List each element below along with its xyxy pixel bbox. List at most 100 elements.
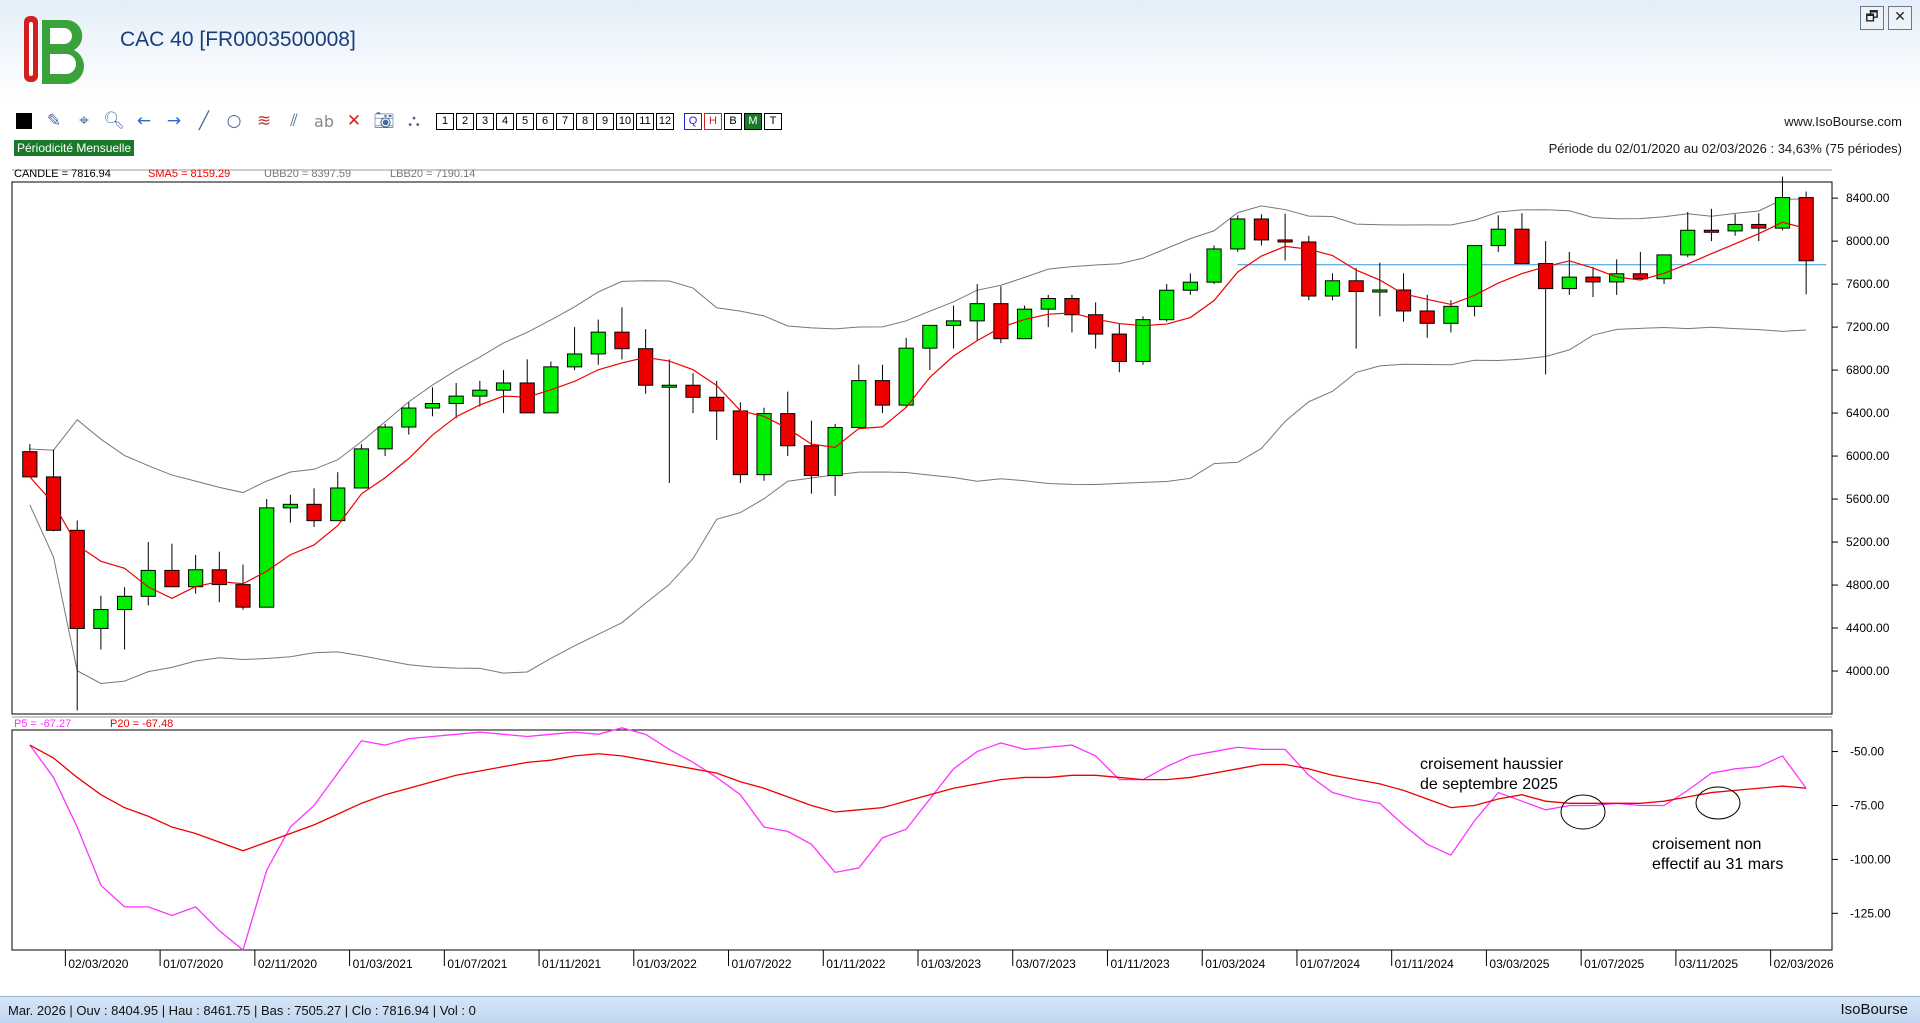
color-square-icon[interactable] (12, 109, 36, 133)
number-button-7[interactable]: 7 (556, 112, 574, 130)
number-buttons: 1 2 3 4 5 6 7 8 9 10 11 12 (436, 109, 676, 133)
upper-bollinger-band (29, 198, 1807, 494)
toolbar: ✎ ⌖ 🔍︎ ← → ╱ ○ ≋ ⫽ ab ✕ 📷︎ ⛬ (12, 109, 432, 133)
candle-body (519, 382, 535, 414)
candle-body (259, 507, 275, 608)
candle-body (1159, 289, 1175, 321)
candle-body (1348, 280, 1364, 293)
status-ohlc: Mar. 2026 | Ouv : 8404.95 | Hau : 8461.7… (8, 1003, 476, 1018)
candle-body (306, 503, 322, 522)
candle-body (330, 487, 346, 522)
number-button-2[interactable]: 2 (456, 112, 474, 130)
candle-body (1656, 254, 1672, 280)
isobourse-logo (24, 16, 84, 84)
x-tick-label: 01/07/2024 (1300, 957, 1360, 971)
candle-body (709, 396, 725, 412)
circle-tool-icon[interactable]: ○ (226, 111, 242, 131)
candle-body (614, 331, 630, 350)
number-button-10[interactable]: 10 (616, 112, 634, 130)
annotation-haussier-line2: de septembre 2025 (1420, 776, 1558, 793)
x-tick-label: 01/11/2023 (1110, 957, 1169, 971)
candle-body (851, 380, 867, 428)
y-tick-label: 7200.00 (1846, 320, 1890, 334)
number-button-5[interactable]: 5 (516, 112, 534, 130)
number-button-11[interactable]: 11 (636, 112, 654, 130)
arrow-left-icon[interactable]: ← (136, 111, 152, 131)
candle-body (969, 303, 985, 322)
candle-body (1443, 305, 1459, 324)
hierarchy-icon[interactable]: ⛬ (408, 111, 420, 131)
y-tick-label: 6000.00 (1846, 449, 1890, 463)
candle-body (93, 609, 109, 629)
candle-body (590, 331, 606, 355)
arrow-right-icon[interactable]: → (166, 111, 182, 131)
number-button-8[interactable]: 8 (576, 112, 594, 130)
candle-body (1751, 223, 1767, 229)
line-tool-icon[interactable]: ╱ (198, 111, 210, 131)
candle-body (1016, 308, 1033, 340)
candle-body (1040, 298, 1056, 310)
sma5-line (29, 221, 1807, 599)
x-tick-label: 01/03/2024 (1205, 957, 1265, 971)
lower-bollinger-band (29, 326, 1807, 684)
number-button-6[interactable]: 6 (536, 112, 554, 130)
camera-icon[interactable]: 📷︎ (373, 111, 395, 131)
candle-body (1277, 239, 1293, 243)
close-button[interactable]: ✕ (1888, 6, 1912, 30)
text-tool-icon[interactable]: ab (314, 111, 334, 131)
candle-body (780, 413, 796, 447)
candle-body (1182, 281, 1198, 291)
zoom-icon[interactable]: 🔍︎ (103, 111, 125, 131)
number-button-4[interactable]: 4 (496, 112, 514, 130)
candle-body (282, 503, 298, 509)
candle-body (803, 445, 820, 477)
candle-body (1466, 245, 1483, 307)
channel-tool-icon[interactable]: ≋ (256, 111, 272, 131)
crosshair-icon[interactable]: ⌖ (79, 111, 89, 131)
legend-candle: CANDLE = 7816.94 (14, 168, 111, 180)
fibonacci-icon[interactable]: ⫽ (290, 111, 298, 131)
number-button-9[interactable]: 9 (596, 112, 614, 130)
periodicite-badge: Périodicité Mensuelle (14, 140, 135, 156)
number-button-3[interactable]: 3 (476, 112, 494, 130)
price-panel-frame (11, 181, 1833, 715)
candle-body (140, 569, 156, 597)
period-button-T[interactable]: T (764, 112, 782, 130)
restore-button[interactable]: 🗗 (1860, 6, 1884, 30)
x-tick-label: 01/03/2021 (353, 957, 413, 971)
period-button-B[interactable]: B (724, 112, 742, 130)
number-button-12[interactable]: 12 (656, 112, 674, 130)
y-tick-label: 8000.00 (1846, 234, 1890, 248)
period-button-H[interactable]: H (704, 112, 722, 130)
y-tick-label: 4800.00 (1846, 578, 1890, 592)
site-link[interactable]: www.IsoBourse.com (1784, 114, 1902, 129)
candle-body (1135, 319, 1151, 362)
legend-sma5: SMA5 = 8159.29 (148, 168, 230, 180)
x-tick-label: 01/03/2022 (637, 957, 697, 971)
candle-body (1703, 229, 1720, 233)
candle-body (685, 384, 701, 398)
number-button-1[interactable]: 1 (436, 112, 454, 130)
period-button-M[interactable]: M (744, 112, 762, 130)
candle-body (1206, 248, 1222, 283)
candle-body (1774, 197, 1791, 229)
candle-body (164, 569, 180, 588)
osc-y-tick-label: -75.00 (1850, 798, 1884, 812)
candle-body (1064, 298, 1080, 316)
candle-body (1419, 310, 1435, 324)
window-title: CAC 40 [FR0003500008] (120, 28, 356, 51)
x-tick-label: 02/03/2026 (1774, 957, 1834, 971)
candle-body (1111, 333, 1127, 362)
candle-body (1253, 218, 1270, 241)
period-button-Q[interactable]: Q (684, 112, 702, 130)
oscillator-panel-frame (11, 729, 1833, 951)
oscillator-line-P20 (29, 744, 1807, 852)
candle-body (756, 413, 772, 476)
delete-icon[interactable]: ✕ (346, 111, 362, 131)
candle-body (116, 595, 133, 611)
legend-p20: P20 = -67.48 (110, 718, 173, 730)
candle-body (827, 426, 843, 477)
candle-body (1372, 289, 1388, 293)
candle-body (1798, 197, 1814, 262)
pen-icon[interactable]: ✎ (46, 111, 62, 131)
